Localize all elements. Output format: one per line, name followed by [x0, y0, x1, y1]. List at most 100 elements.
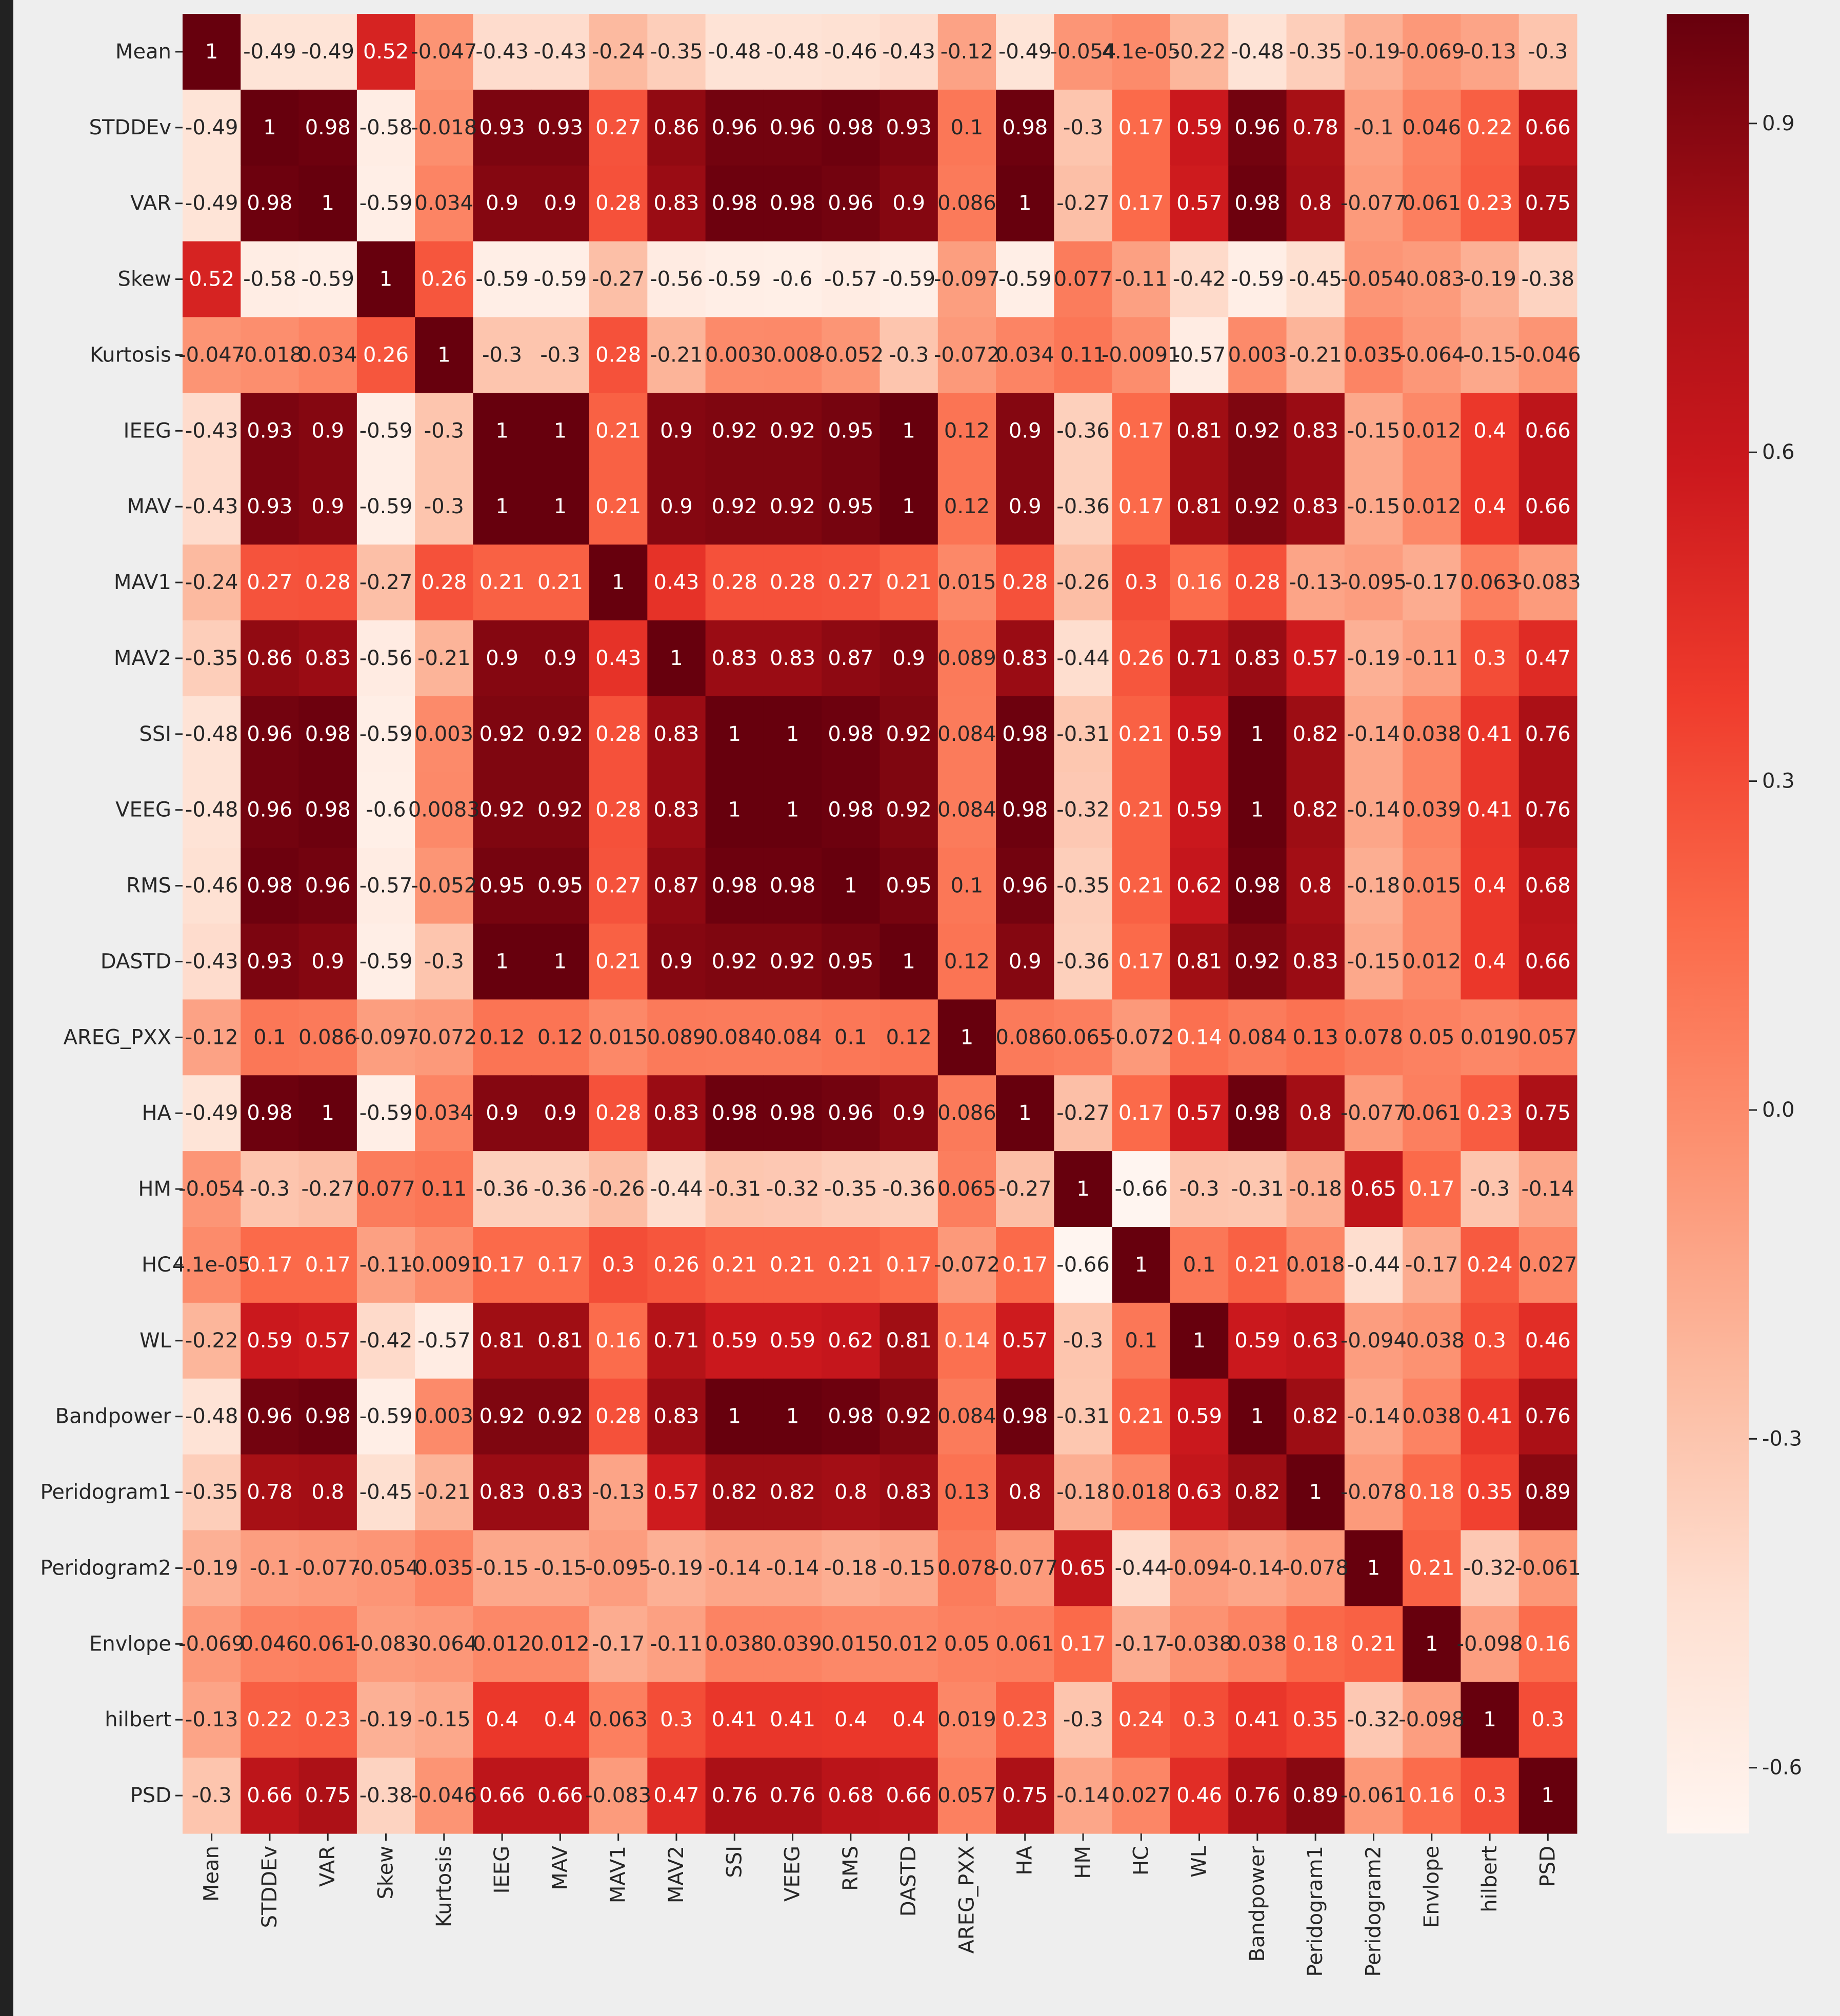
- cell-value-label: 1: [554, 419, 567, 442]
- heatmap-cell: [1112, 1758, 1171, 1834]
- cell-value-label: -0.35: [1056, 874, 1110, 898]
- heatmap-cell: [1170, 545, 1229, 621]
- y-axis-labels: Mean STDDEv VAR Skew Kurtosis IEEG MAV MAV1 MAV2…: [41, 40, 183, 1807]
- heatmap-cell: [1286, 696, 1345, 773]
- heatmap-cell: [183, 848, 241, 924]
- heatmap-cell: [531, 89, 590, 166]
- heatmap-cell: [1344, 1606, 1403, 1682]
- heatmap-cell: [356, 848, 415, 924]
- heatmap-cell: [705, 1530, 764, 1606]
- cell-value-label: 0.28: [595, 192, 641, 215]
- heatmap-cell: [1054, 1075, 1113, 1152]
- heatmap-cell: [415, 241, 474, 318]
- heatmap-cell: [298, 393, 357, 469]
- cell-value-label: -0.14: [1347, 722, 1401, 746]
- heatmap-cell: [879, 1454, 938, 1531]
- cell-value-label: 0.57: [1002, 1329, 1048, 1353]
- cell-value-label: -0.27: [1056, 192, 1110, 215]
- cell-value-label: -0.052: [817, 343, 884, 367]
- cell-value-label: -0.31: [708, 1177, 762, 1201]
- heatmap-cell: [996, 696, 1054, 773]
- cell-value-label: 0.077: [1054, 268, 1113, 291]
- heatmap-cell: [1170, 1606, 1229, 1682]
- cell-value-label: 0.13: [1293, 1025, 1338, 1049]
- cell-value-label: 0.078: [937, 1556, 996, 1580]
- cell-value-label: 0.57: [1176, 1101, 1222, 1125]
- cell-value-label: 0.089: [647, 1025, 706, 1049]
- heatmap-cell: [1518, 999, 1577, 1076]
- cell-value-label: 0.81: [886, 1329, 932, 1353]
- cell-value-label: 0.084: [763, 1025, 822, 1049]
- heatmap-cell: [996, 1378, 1054, 1455]
- cell-value-label: 0.95: [886, 874, 932, 898]
- heatmap-cell: [589, 1454, 648, 1531]
- heatmap-cell: [1403, 14, 1462, 90]
- cell-value-label: 0.83: [479, 1481, 525, 1504]
- cell-value-label: -0.57: [824, 268, 877, 291]
- cell-value-label: 4.1e-05: [172, 1253, 251, 1277]
- cell-value-label: -0.18: [1289, 1177, 1342, 1201]
- heatmap-cell: [589, 317, 648, 393]
- heatmap-cell: [996, 14, 1054, 90]
- heatmap-cell: [1403, 620, 1462, 697]
- heatmap-cell: [1461, 772, 1519, 849]
- cell-value-label: 0.28: [595, 343, 641, 367]
- heatmap-cell: [647, 696, 706, 773]
- cell-value-label: 0.81: [1176, 950, 1222, 973]
- heatmap-cell-labels: 1 -0.49 -0.49 0.52 -0.047-0.43 -0.43 -0.24 -0.3…: [172, 40, 1581, 1807]
- heatmap-cell: [647, 241, 706, 318]
- cell-value-label: 0.008: [763, 343, 822, 367]
- heatmap-cell: [298, 469, 357, 545]
- heatmap-cell: [473, 469, 532, 545]
- cell-value-label: 0.93: [537, 116, 583, 139]
- heatmap-cell: [356, 1606, 415, 1682]
- heatmap-cell: [1112, 241, 1171, 318]
- cell-value-label: 0.084: [937, 722, 996, 746]
- cell-value-label: -0.59: [301, 268, 354, 291]
- cell-value-label: -0.095: [1341, 571, 1407, 594]
- cell-value-label: -0.35: [185, 647, 238, 670]
- heatmap-cell: [1228, 393, 1287, 469]
- cell-value-label: 0.96: [828, 1101, 873, 1125]
- cell-value-label: 0.82: [1234, 1481, 1280, 1504]
- cell-value-label: -0.038: [1398, 1329, 1465, 1353]
- cell-value-label: 0.98: [1002, 116, 1048, 139]
- cell-value-label: -0.077: [295, 1556, 361, 1580]
- heatmap-cell: [473, 1758, 532, 1834]
- cell-value-label: 0.59: [1176, 722, 1222, 746]
- cell-value-label: -0.59: [475, 268, 529, 291]
- heatmap-cell: [1344, 772, 1403, 849]
- heatmap-cell: [356, 1530, 415, 1606]
- cell-value-label: 0.012: [1403, 419, 1462, 442]
- heatmap-cell: [1461, 1606, 1519, 1682]
- heatmap-cell: [1054, 923, 1113, 1000]
- heatmap-cell: [415, 469, 474, 545]
- cell-value-label: -0.3: [192, 1784, 232, 1807]
- cell-value-label: 0.92: [712, 950, 757, 973]
- cell-value-label: -0.59: [882, 268, 935, 291]
- heatmap-cell: [879, 1227, 938, 1303]
- cell-value-label: 0.78: [1293, 116, 1338, 139]
- heatmap-cell: [937, 545, 996, 621]
- heatmap-cell: [1054, 165, 1113, 242]
- cell-value-label: 0.11: [421, 1177, 467, 1201]
- y-tick-label: Bandpower: [55, 1405, 172, 1428]
- heatmap-cell: [1112, 1151, 1171, 1227]
- cell-value-label: 0.86: [653, 116, 699, 139]
- cell-value-label: -0.57: [1173, 343, 1226, 367]
- cell-value-label: -0.59: [359, 419, 413, 442]
- heatmap-cell: [705, 620, 764, 697]
- cell-value-label: -0.1: [1353, 116, 1393, 139]
- heatmap-cell: [1054, 999, 1113, 1076]
- cell-value-label: 0.034: [995, 343, 1054, 367]
- cell-value-label: 0.17: [1002, 1253, 1048, 1277]
- cell-value-label: -0.59: [359, 1101, 413, 1125]
- cell-value-label: 0.82: [770, 1481, 815, 1504]
- cell-value-label: -0.56: [359, 647, 413, 670]
- heatmap-cell: [1170, 1530, 1229, 1606]
- cell-value-label: -0.18: [1347, 874, 1401, 898]
- heatmap-cell: [1286, 1227, 1345, 1303]
- cell-value-label: 0.1: [253, 1025, 286, 1049]
- heatmap-cell: [473, 1682, 532, 1758]
